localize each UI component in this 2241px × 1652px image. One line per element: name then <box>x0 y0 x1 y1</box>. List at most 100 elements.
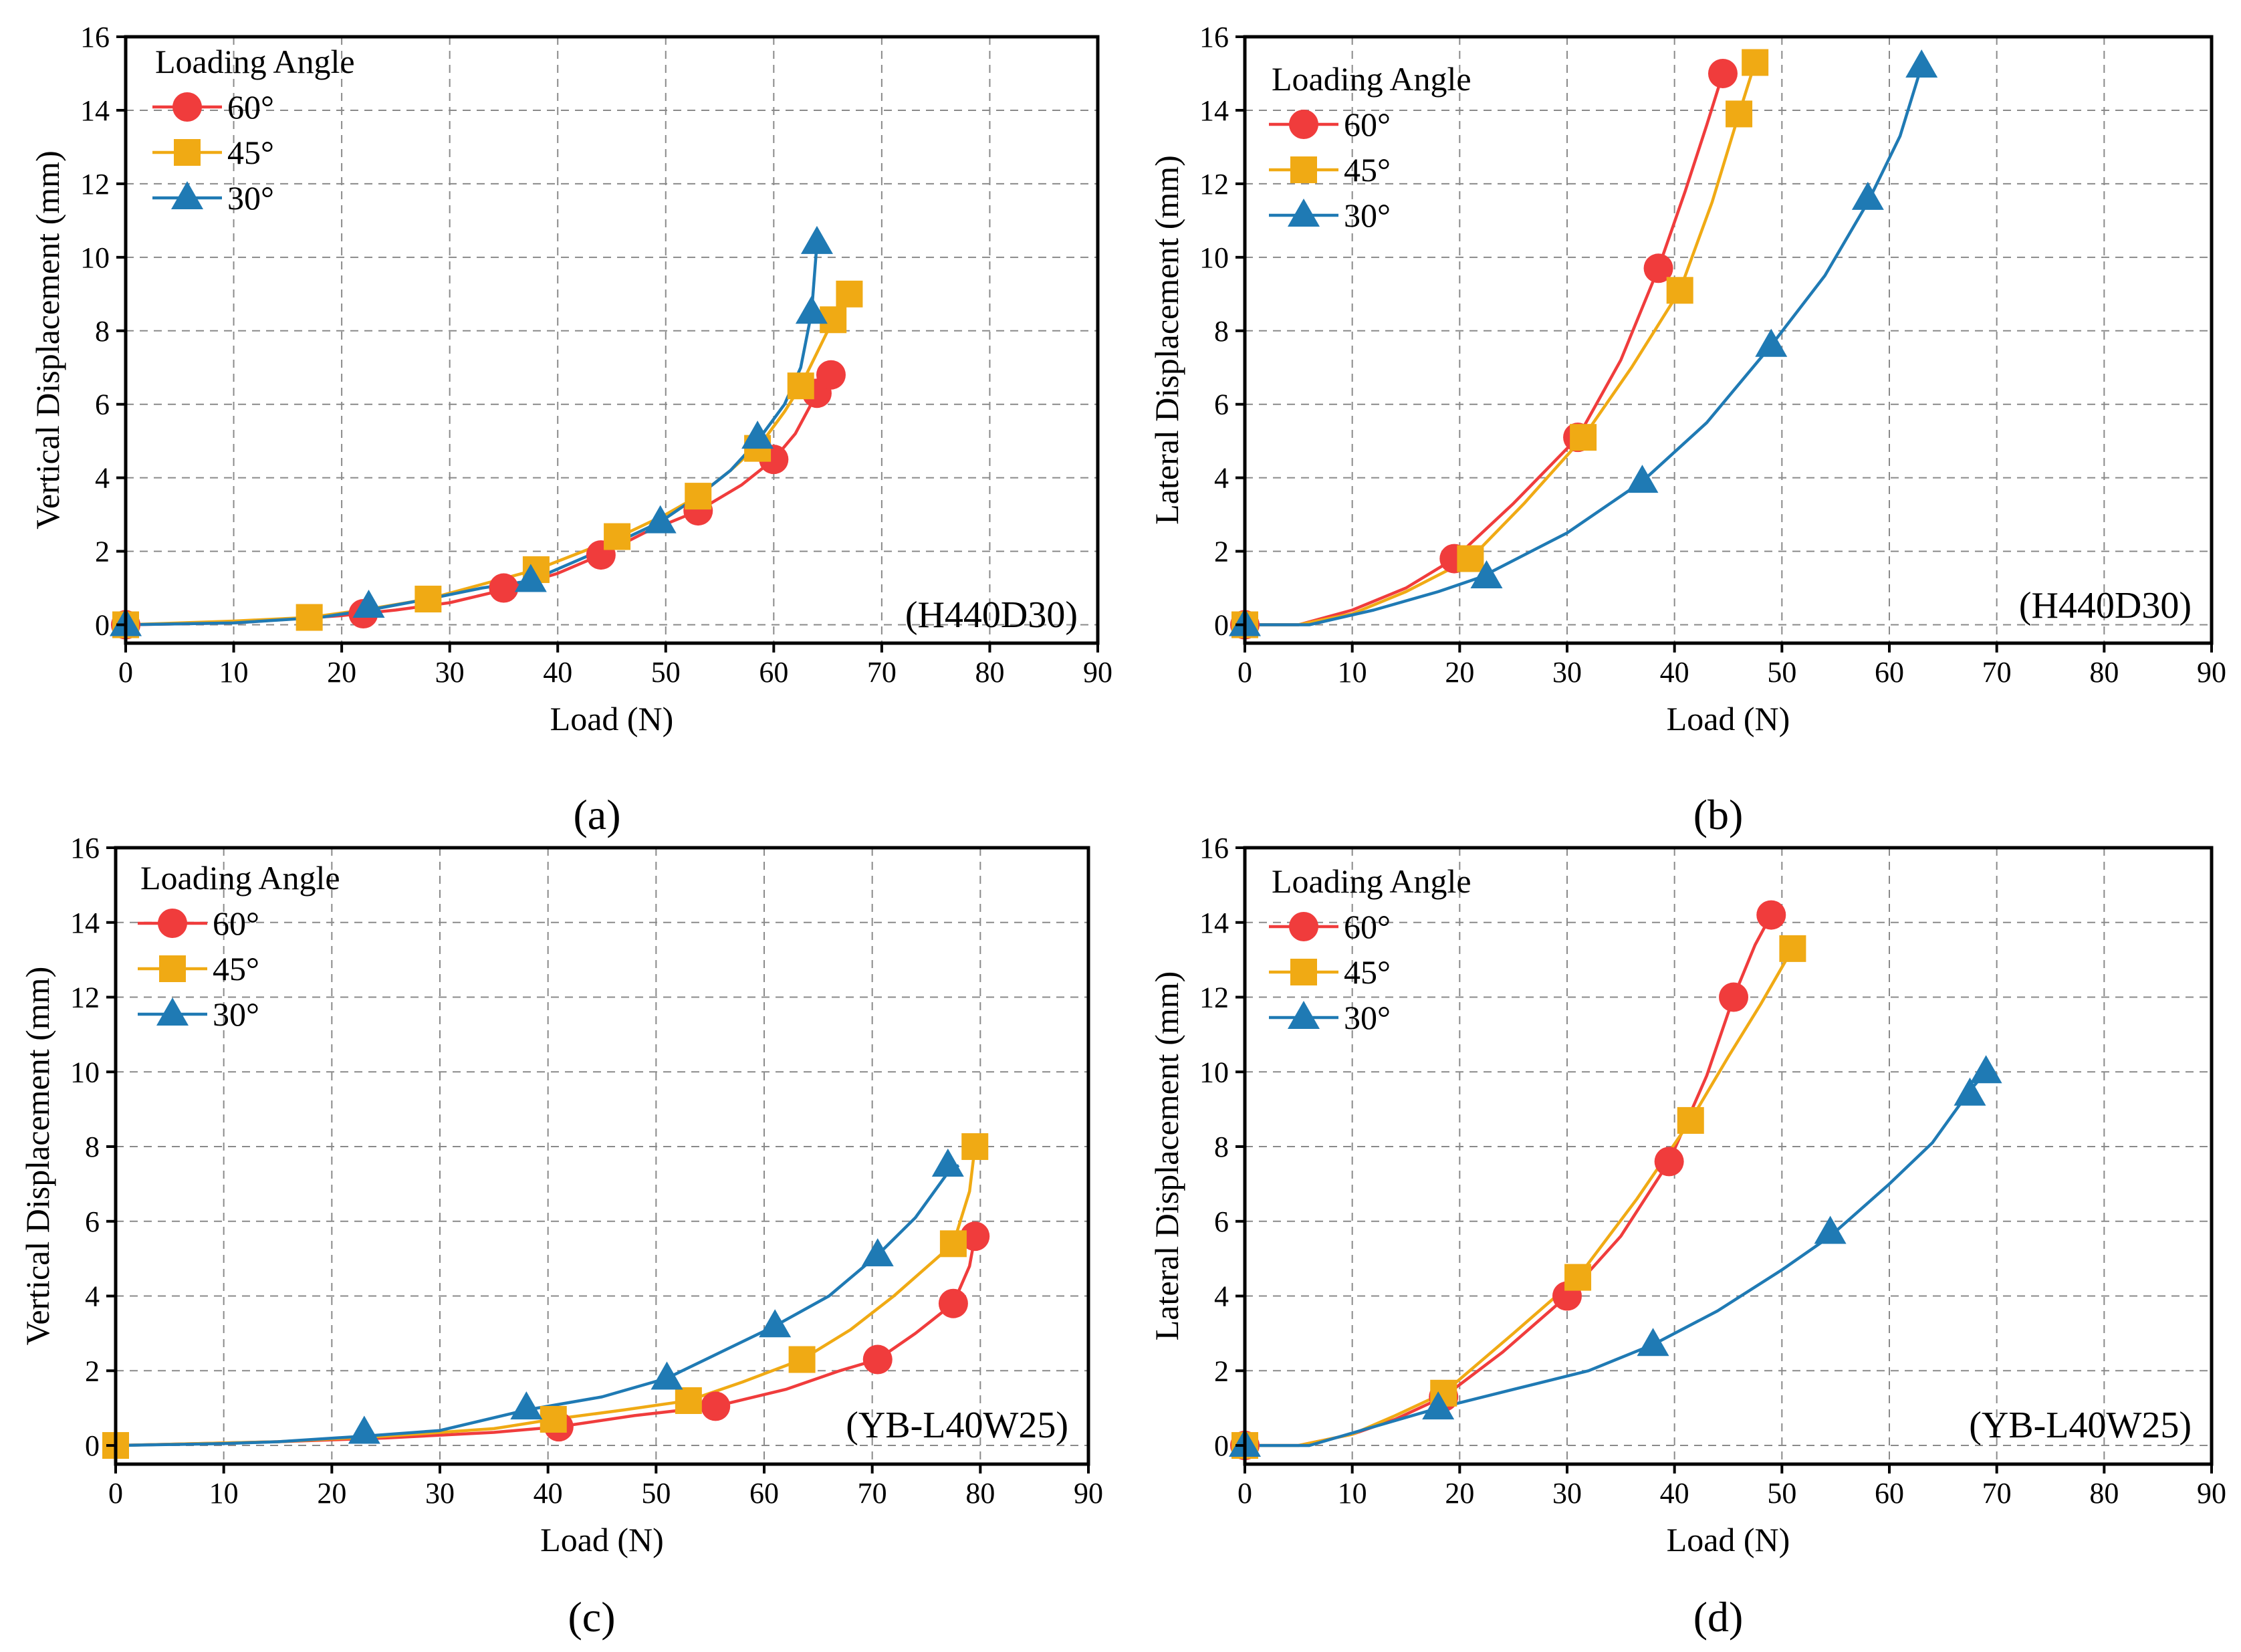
legend-label: 45° <box>1344 953 1391 991</box>
x-tick-label: 40 <box>1660 1477 1689 1510</box>
specimen-label: (YB-L40W25) <box>1969 1405 2192 1446</box>
legend-label: 60° <box>213 905 259 942</box>
x-tick-label: 30 <box>1552 656 1582 689</box>
y-tick-label: 0 <box>95 609 110 642</box>
y-tick-label: 16 <box>1199 832 1229 864</box>
x-axis-label: Load (N) <box>540 1521 664 1558</box>
x-tick-label: 40 <box>534 1477 563 1510</box>
legend-label: 30° <box>1344 197 1391 234</box>
x-tick-label: 80 <box>2089 656 2119 689</box>
series-line-c-2 <box>115 1164 960 1447</box>
data-point-c-2 <box>510 1391 543 1420</box>
legend-label: 45° <box>227 134 274 171</box>
legend-title: Loading Angle <box>1272 60 1471 98</box>
x-tick-label: 70 <box>858 1477 887 1510</box>
chart-panel-b: 0 10 20 30 40 50 60 70 80 90 0 2 4 6 8 10 12 14 16 Load (N)… <box>1148 21 2226 838</box>
specimen-label: (H440D30) <box>905 594 1078 636</box>
x-tick-label: 70 <box>867 656 897 689</box>
y-tick-label: 4 <box>85 1280 100 1313</box>
specimen-label: (H440D30) <box>2019 585 2192 626</box>
data-point-c-2 <box>759 1309 792 1338</box>
y-axis-label: Vertical Displacement (mm) <box>29 150 66 529</box>
y-tick-label: 12 <box>80 168 110 201</box>
chart-panel-d: 0 10 20 30 40 50 60 70 80 90 0 2 4 6 8 10 12 14 16 Load (N)… <box>1148 832 2226 1641</box>
data-point-b-0 <box>1707 58 1738 88</box>
x-axis-label: Load (N) <box>550 700 674 737</box>
series-line-b-0 <box>1245 73 1725 626</box>
x-tick-label: 90 <box>2197 656 2226 689</box>
x-tick-label: 20 <box>327 656 356 689</box>
y-tick-label: 12 <box>70 981 100 1014</box>
x-tick-label: 70 <box>1982 656 2012 689</box>
data-point-d-0 <box>1756 900 1786 930</box>
legend-marker <box>1289 912 1318 941</box>
data-point-d-0 <box>1654 1147 1684 1177</box>
legend: Loading Angle 60° 45° 30° <box>152 43 355 217</box>
y-axis-label: Lateral Displacement (mm) <box>1148 971 1185 1341</box>
x-axis-label: Load (N) <box>1667 1521 1790 1558</box>
data-point-c-1 <box>675 1387 702 1415</box>
data-point-a-2 <box>644 505 677 534</box>
x-tick-label: 90 <box>1083 656 1112 689</box>
y-tick-label: 4 <box>1214 1280 1229 1313</box>
y-tick-label: 6 <box>1214 388 1229 421</box>
x-tick-label: 90 <box>2197 1477 2226 1510</box>
legend-marker <box>1288 199 1320 227</box>
x-tick-label: 10 <box>219 656 249 689</box>
data-point-d-2 <box>1637 1328 1669 1356</box>
legend-title: Loading Angle <box>1272 862 1471 900</box>
legend-marker <box>158 909 187 938</box>
legend-marker <box>171 181 203 209</box>
y-tick-label: 6 <box>1214 1205 1229 1238</box>
x-tick-label: 60 <box>749 1477 779 1510</box>
data-point-a-0 <box>489 573 519 603</box>
x-tick-label: 60 <box>1875 656 1904 689</box>
legend-marker <box>174 139 201 166</box>
legend-label: 30° <box>213 995 259 1033</box>
data-point-c-0 <box>938 1288 968 1318</box>
y-tick-label: 0 <box>1214 609 1229 642</box>
x-tick-label: 10 <box>1338 656 1367 689</box>
y-tick-label: 4 <box>95 462 110 495</box>
x-tick-label: 30 <box>425 1477 455 1510</box>
x-tick-label: 50 <box>1767 1477 1796 1510</box>
legend: Loading Angle 60° 45° 30° <box>1269 60 1471 234</box>
x-axis-label: Load (N) <box>1667 700 1790 737</box>
x-tick-label: 30 <box>1552 1477 1582 1510</box>
legend-marker <box>156 997 189 1026</box>
y-tick-label: 12 <box>1199 981 1229 1014</box>
data-point-c-0 <box>960 1221 990 1252</box>
y-tick-label: 14 <box>70 907 100 939</box>
plot-frame <box>1243 35 2214 645</box>
legend-title: Loading Angle <box>140 859 340 897</box>
data-point-a-2 <box>352 590 385 618</box>
y-tick-label: 2 <box>1214 536 1229 568</box>
data-point-b-1 <box>1666 277 1693 304</box>
data-point-d-2 <box>1814 1215 1847 1244</box>
x-tick-label: 40 <box>1660 656 1689 689</box>
x-tick-label: 0 <box>1237 1477 1252 1510</box>
legend-label: 60° <box>1344 106 1391 143</box>
y-tick-label: 8 <box>95 315 110 348</box>
y-tick-label: 10 <box>1199 241 1229 274</box>
data-point-b-0 <box>1643 253 1673 283</box>
data-point-d-2 <box>1970 1055 2002 1084</box>
legend-label: 45° <box>213 950 259 987</box>
legend-marker <box>172 92 202 122</box>
x-tick-label: 70 <box>1982 1477 2012 1510</box>
data-point-b-1 <box>1742 49 1769 76</box>
y-tick-label: 10 <box>70 1056 100 1088</box>
y-tick-label: 0 <box>1214 1429 1229 1462</box>
data-point-d-1 <box>1779 935 1806 962</box>
data-point-d-1 <box>1564 1264 1592 1291</box>
y-axis-label: Lateral Displacement (mm) <box>1148 155 1185 525</box>
y-tick-label: 6 <box>85 1205 100 1238</box>
legend: Loading Angle 60° 45° 30° <box>138 859 340 1033</box>
x-tick-label: 0 <box>1237 656 1252 689</box>
y-tick-label: 0 <box>85 1429 100 1462</box>
x-tick-label: 80 <box>965 1477 995 1510</box>
legend-marker <box>1290 156 1317 183</box>
legend-label: 30° <box>227 179 274 217</box>
x-tick-label: 0 <box>118 656 133 689</box>
plot-frame <box>114 846 1090 1466</box>
